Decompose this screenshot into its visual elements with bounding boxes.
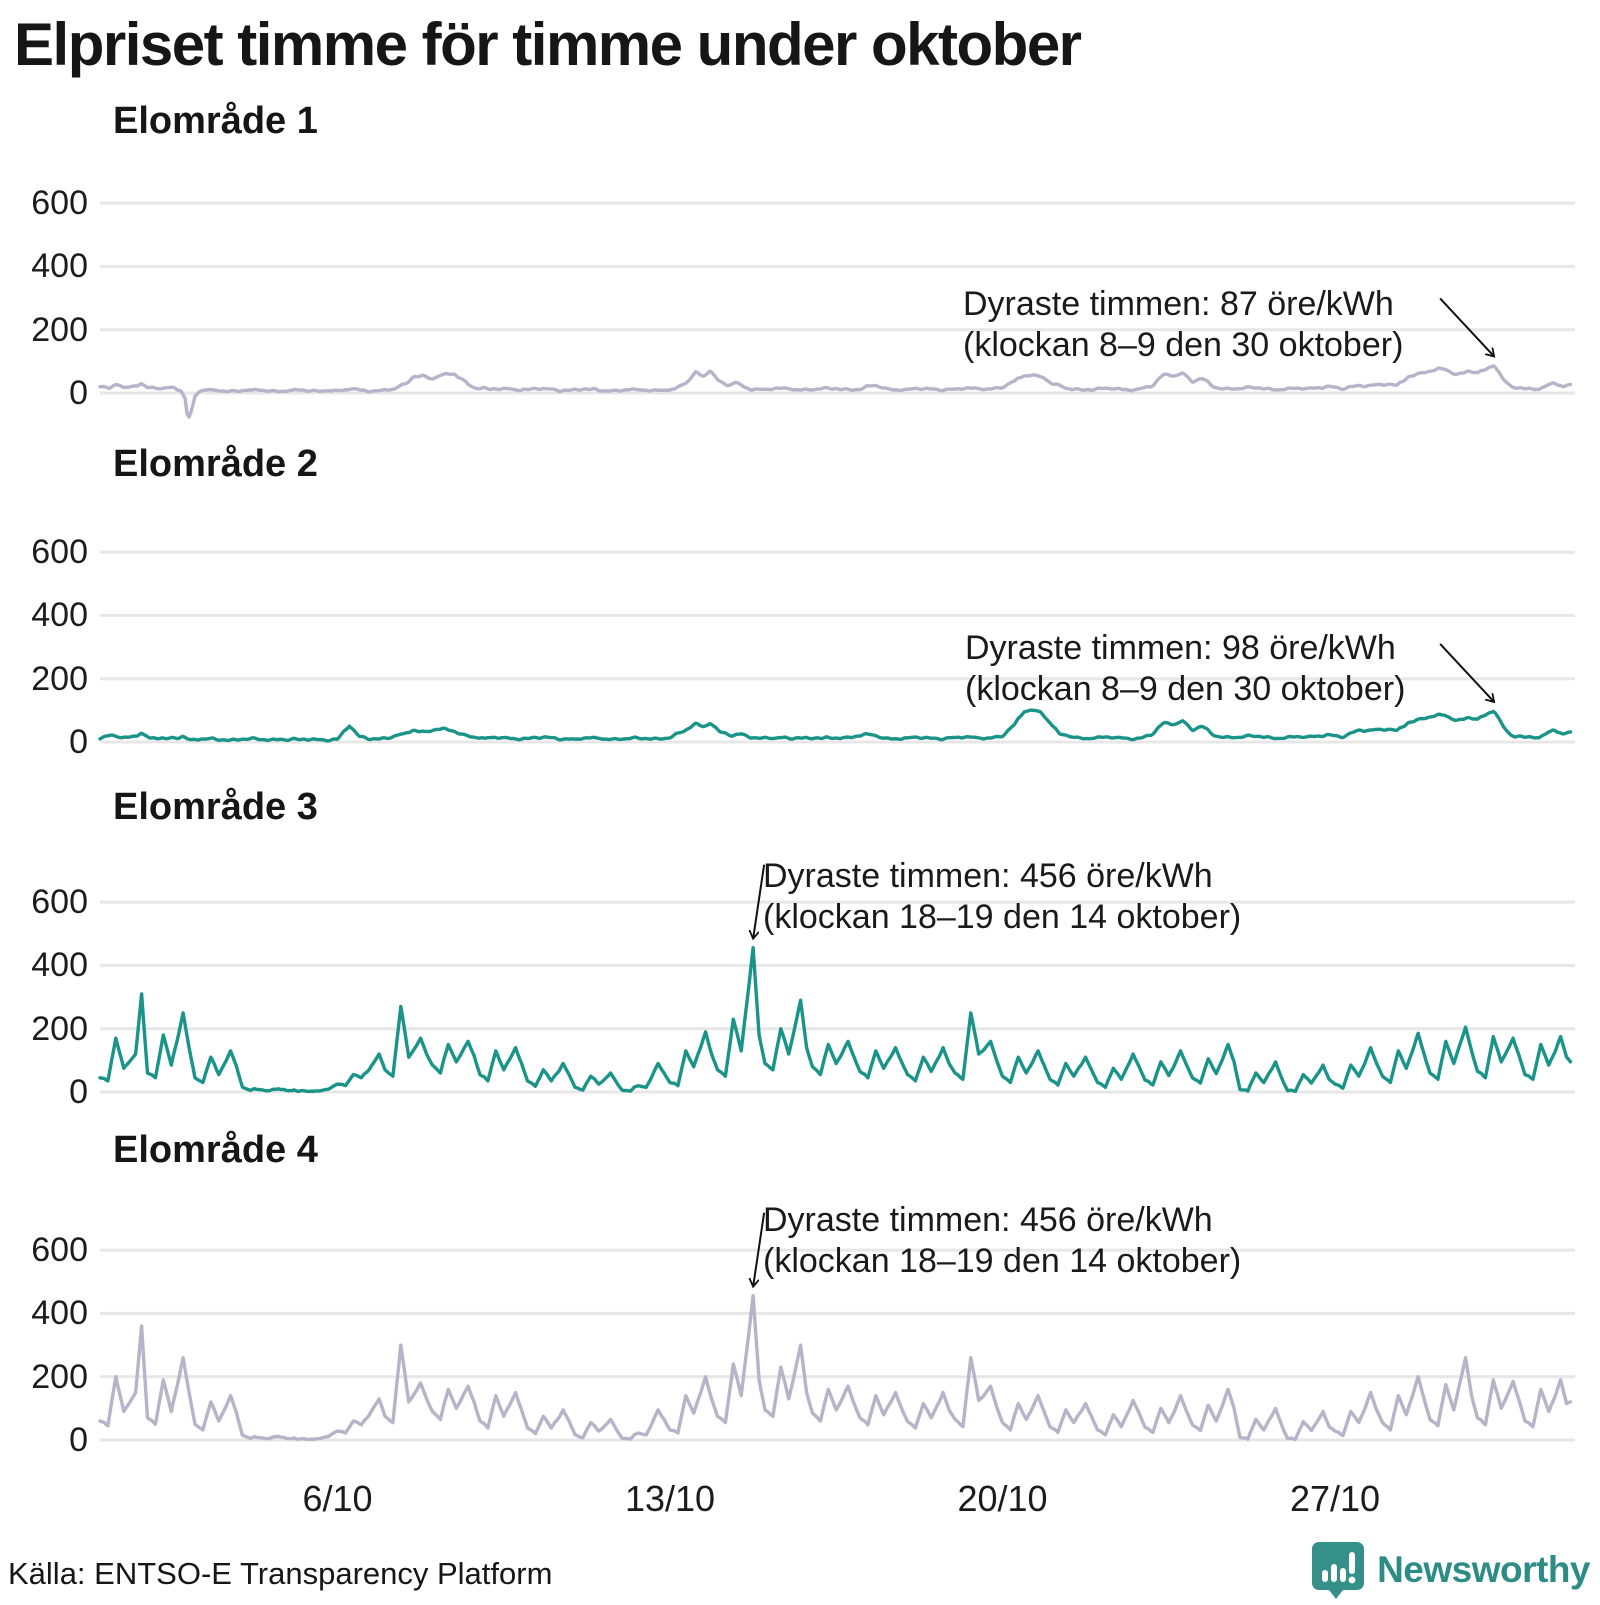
annotation-line1: Dyraste timmen: 456 öre/kWh <box>763 857 1213 895</box>
annotation-peak-elomrade-3: Dyraste timmen: 456 öre/kWh (klockan 18–… <box>763 856 1241 938</box>
price-line-elområde-2 <box>98 708 1573 743</box>
y-tick-label: 0 <box>69 1073 88 1111</box>
panel-4 <box>98 1212 1575 1442</box>
y-tick-label: 400 <box>31 596 88 635</box>
panel-title-elomrade-2: Elområde 2 <box>113 443 318 485</box>
panel-title-elomrade-3: Elområde 3 <box>113 786 318 828</box>
panel-title-elomrade-4: Elområde 4 <box>113 1129 318 1171</box>
x-tick-label: 20/10 <box>957 1478 1048 1519</box>
annotation-line2: (klockan 8–9 den 30 oktober) <box>965 670 1406 708</box>
x-tick-label: 27/10 <box>1289 1478 1381 1519</box>
x-tick-label: 6/10 <box>302 1478 373 1519</box>
x-tick-label: 13/10 <box>624 1478 716 1519</box>
panel-title-elomrade-1: Elområde 1 <box>113 100 318 142</box>
y-tick-label: 600 <box>31 184 88 223</box>
newsworthy-logo: Newsworthy <box>1311 1540 1590 1600</box>
y-tick-label: 0 <box>69 374 88 412</box>
annotation-arrow <box>753 864 766 939</box>
y-tick-label: 200 <box>31 659 88 698</box>
y-tick-label: 0 <box>69 1421 88 1459</box>
price-line-elområde-3 <box>98 946 1573 1094</box>
y-tick-label: 400 <box>31 946 88 985</box>
panel-3 <box>98 864 1575 1094</box>
annotation-arrow <box>1439 643 1494 702</box>
y-tick-label: 400 <box>31 247 88 286</box>
annotation-line2: (klockan 18–19 den 14 oktober) <box>763 1242 1242 1280</box>
annotation-peak-elomrade-4: Dyraste timmen: 456 öre/kWh (klockan 18–… <box>763 1200 1241 1282</box>
price-line-elområde-1 <box>98 364 1573 419</box>
panel-1 <box>98 201 1575 419</box>
y-tick-label: 600 <box>31 1231 88 1270</box>
annotation-line1: Dyraste timmen: 87 öre/kWh <box>963 285 1394 323</box>
panel-2 <box>98 550 1575 744</box>
y-tick-label: 400 <box>31 1294 88 1333</box>
source-attribution: Källa: ENTSO-E Transparency Platform <box>8 1556 553 1591</box>
annotation-line2: (klockan 8–9 den 30 oktober) <box>963 326 1404 364</box>
y-tick-label: 200 <box>31 1357 88 1396</box>
y-tick-label: 600 <box>31 883 88 922</box>
y-tick-label: 200 <box>31 1009 88 1048</box>
annotation-peak-elomrade-1: Dyraste timmen: 87 öre/kWh (klockan 8–9 … <box>963 284 1403 366</box>
annotation-peak-elomrade-2: Dyraste timmen: 98 öre/kWh (klockan 8–9 … <box>965 628 1405 710</box>
newsworthy-wordmark: Newsworthy <box>1377 1549 1590 1590</box>
newsworthy-bubble-icon <box>1311 1540 1365 1600</box>
annotation-line1: Dyraste timmen: 98 öre/kWh <box>965 629 1396 667</box>
page-title: Elpriset timme för timme under oktober <box>14 11 1082 78</box>
y-tick-label: 0 <box>69 723 88 761</box>
annotation-arrow <box>1439 297 1494 356</box>
y-tick-label: 200 <box>31 310 88 349</box>
annotation-line1: Dyraste timmen: 456 öre/kWh <box>763 1201 1213 1239</box>
price-line-elområde-4 <box>98 1294 1573 1442</box>
y-tick-label: 600 <box>31 533 88 572</box>
annotation-arrow <box>753 1212 766 1287</box>
annotation-line2: (klockan 18–19 den 14 oktober) <box>763 898 1242 936</box>
